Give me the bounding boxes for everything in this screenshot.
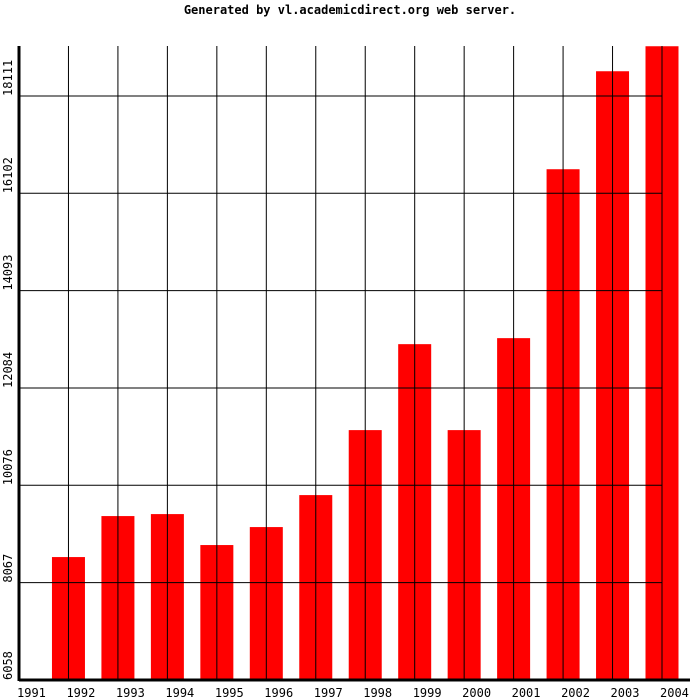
y-tick-label: 10076	[1, 449, 15, 485]
y-tick-label: 8067	[1, 554, 15, 583]
chart-title: Generated by vl.academicdirect.org web s…	[184, 3, 516, 17]
x-tick-label: 1998	[363, 686, 392, 700]
x-tick-label: 2001	[512, 686, 541, 700]
x-tick-label: 1996	[264, 686, 293, 700]
x-tick-label: 1992	[66, 686, 95, 700]
x-tick-label: 1991	[17, 686, 46, 700]
y-tick-label: 6058	[1, 651, 15, 680]
y-tick-label: 14093	[1, 255, 15, 291]
x-tick-label: 1999	[413, 686, 442, 700]
x-tick-label: 1995	[215, 686, 244, 700]
y-tick-label: 16102	[1, 157, 15, 193]
x-tick-label: 1993	[116, 686, 145, 700]
y-tick-label: 12084	[1, 352, 15, 388]
x-tick-label: 2002	[561, 686, 590, 700]
x-tick-label: 2000	[462, 686, 491, 700]
x-tick-label: 1997	[314, 686, 343, 700]
y-tick-label: 18111	[1, 60, 15, 96]
x-tick-label: 2004	[660, 686, 689, 700]
x-tick-label: 1994	[165, 686, 194, 700]
x-tick-label: 2003	[611, 686, 640, 700]
